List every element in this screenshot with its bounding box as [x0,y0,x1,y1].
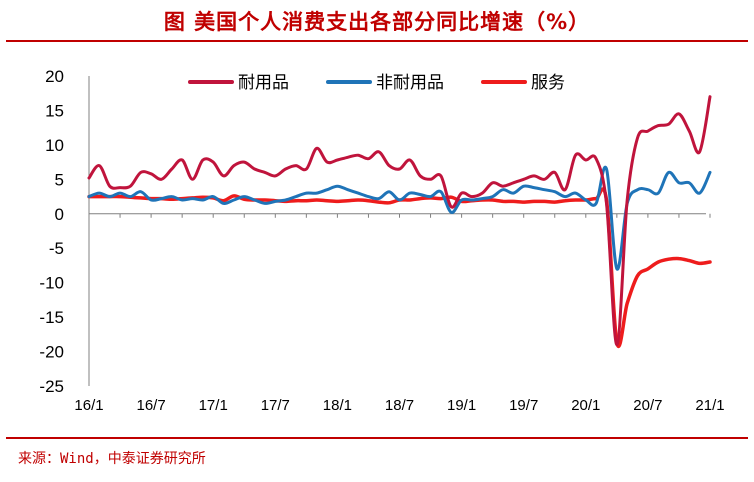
figure-title: 图 美国个人消费支出各部分同比增速（%） [163,10,591,34]
legend-label: 耐用品 [238,73,289,93]
legend-label: 服务 [531,73,565,93]
y-tick-label: 15 [45,101,64,120]
source-note: 来源：Wind，中泰证券研究所 [18,451,206,467]
y-tick-label: 5 [55,170,64,189]
x-axis-ticks: 16/1 16/7 17/1 17/7 18/1 18/7 19/1 19/7 20/1 20/7… [74,397,724,414]
source-rule [6,437,748,439]
x-tick-label: 21/1 [695,397,724,414]
x-tick-label: 20/7 [633,397,662,414]
x-tick-label: 19/1 [447,397,476,414]
x-tick-label: 16/1 [74,397,103,414]
series-line-1 [87,95,712,347]
y-tick-label: 0 [55,205,64,224]
y-tick-label: -10 [39,274,64,293]
legend: 耐用品 非耐用品 服务 [188,73,565,93]
title-rule [6,40,748,42]
y-tick-label: -15 [39,308,64,327]
y-tick-label: -5 [49,239,64,258]
x-tick-label: 17/1 [199,397,228,414]
y-tick-label: 10 [45,136,64,155]
x-tick-label: 18/1 [323,397,352,414]
legend-label: 非耐用品 [376,73,444,93]
y-tick-label: -25 [39,377,64,396]
y-tick-label: 20 [45,67,64,86]
x-tick-label: 20/1 [571,397,600,414]
series-lines [87,95,712,348]
y-tick-label: -20 [39,343,64,362]
y-axis-ticks: 20 15 10 5 0 -5 -10 -15 -20 -25 [39,67,64,396]
x-tick-label: 18/7 [385,397,414,414]
x-tick-label: 16/7 [136,397,165,414]
x-tick-label: 19/7 [509,397,538,414]
x-tick-label: 17/7 [261,397,290,414]
axes [88,76,711,386]
series-line-2 [87,165,712,271]
